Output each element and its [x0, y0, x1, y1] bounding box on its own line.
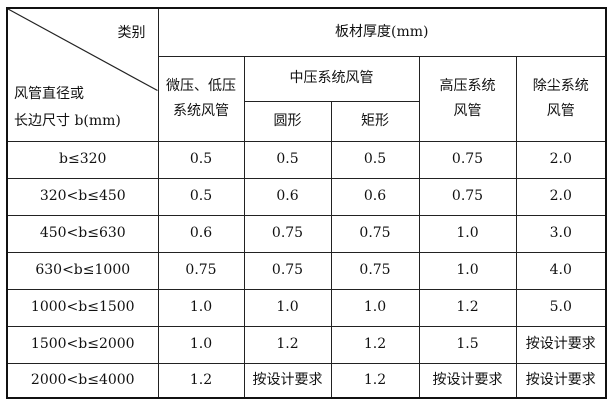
cell-size: 1500<b≤2000 [6, 325, 159, 364]
col-dust-removal: 除尘系统 风管 [515, 55, 607, 142]
cell-dust: 2.0 [515, 177, 607, 216]
cell-low: 0.6 [157, 214, 245, 253]
cell-low: 1.0 [157, 288, 245, 327]
cell-round: 0.6 [243, 177, 332, 216]
cell-high: 1.0 [418, 214, 517, 253]
cell-dust: 按设计要求 [515, 362, 607, 399]
cell-rect: 1.2 [330, 325, 420, 364]
cell-size: b≤320 [6, 140, 159, 179]
cell-size: 1000<b≤1500 [6, 288, 159, 327]
table-row: 1500<b≤2000 1.0 1.2 1.2 1.5 按设计要求 [6, 325, 607, 364]
size-label-line1: 风管直径或 [14, 86, 84, 103]
col-mid-rect: 矩形 [330, 100, 420, 142]
category-label: 类别 [117, 25, 146, 41]
table-row: 320<b≤450 0.5 0.6 0.6 0.75 2.0 [6, 177, 607, 216]
cell-rect: 0.75 [330, 251, 420, 290]
col-low-pressure: 微压、低压 系统风管 [157, 55, 245, 142]
cell-low: 0.5 [157, 140, 245, 179]
cell-size: 450<b≤630 [6, 214, 159, 253]
cell-round: 按设计要求 [243, 362, 332, 399]
cell-high: 1.5 [418, 325, 517, 364]
cell-rect: 0.5 [330, 140, 420, 179]
table-row: 450<b≤630 0.6 0.75 0.75 1.0 3.0 [6, 214, 607, 253]
cell-round: 0.5 [243, 140, 332, 179]
cell-low: 0.75 [157, 251, 245, 290]
cell-high: 按设计要求 [418, 362, 517, 399]
cell-dust: 5.0 [515, 288, 607, 327]
table-row: 2000<b≤4000 1.2 按设计要求 1.2 按设计要求 按设计要求 [6, 362, 607, 399]
cell-rect: 1.2 [330, 362, 420, 399]
cell-rect: 1.0 [330, 288, 420, 327]
cell-round: 0.75 [243, 251, 332, 290]
cell-high: 0.75 [418, 140, 517, 179]
cell-size: 630<b≤1000 [6, 251, 159, 290]
diagonal-divider [8, 9, 158, 141]
duct-thickness-table: 类别 风管直径或 长边尺寸 b(mm) 板材厚度(mm) 微压、低压 系统风管 中… [6, 7, 608, 399]
corner-header-cell: 类别 风管直径或 长边尺寸 b(mm) [6, 7, 159, 142]
cell-dust: 3.0 [515, 214, 607, 253]
table-row: 1000<b≤1500 1.0 1.0 1.0 1.2 5.0 [6, 288, 607, 327]
cell-low: 0.5 [157, 177, 245, 216]
cell-dust: 2.0 [515, 140, 607, 179]
col-high-pressure: 高压系统 风管 [418, 55, 517, 142]
cell-dust: 按设计要求 [515, 325, 607, 364]
table-row: 630<b≤1000 0.75 0.75 0.75 1.0 4.0 [6, 251, 607, 290]
col-mid-pressure: 中压系统风管 [243, 55, 420, 102]
cell-round: 1.2 [243, 325, 332, 364]
cell-high: 1.2 [418, 288, 517, 327]
cell-high: 0.75 [418, 177, 517, 216]
col-mid-round: 圆形 [243, 100, 332, 142]
cell-low: 1.0 [157, 325, 245, 364]
cell-high: 1.0 [418, 251, 517, 290]
cell-round: 0.75 [243, 214, 332, 253]
cell-round: 1.0 [243, 288, 332, 327]
table-row: b≤320 0.5 0.5 0.5 0.75 2.0 [6, 140, 607, 179]
cell-rect: 0.6 [330, 177, 420, 216]
cell-dust: 4.0 [515, 251, 607, 290]
cell-rect: 0.75 [330, 214, 420, 253]
cell-low: 1.2 [157, 362, 245, 399]
thickness-group-header: 板材厚度(mm) [157, 7, 607, 57]
cell-size: 320<b≤450 [6, 177, 159, 216]
size-label-line2: 长边尺寸 b(mm) [14, 112, 121, 129]
cell-size: 2000<b≤4000 [6, 362, 159, 399]
